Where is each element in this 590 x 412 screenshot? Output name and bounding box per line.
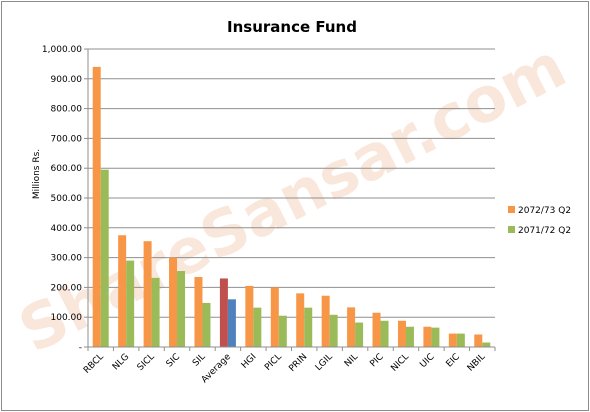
bar-average-series1 [219,278,228,347]
bar-rbcl-series1 [92,66,101,347]
x-tick-label: NICL [389,352,411,374]
y-axis-label: Millions Rs. [32,149,42,199]
bar-pic-series2 [380,320,389,347]
bar-sil-series1 [194,276,203,347]
x-tick-label: RBCL [82,352,106,376]
bar-eic-series2 [456,333,465,347]
bar-sicl-series1 [143,241,152,347]
bar-nlg-series2 [126,260,135,347]
bar-picl-series2 [278,315,287,347]
y-tick-label: - [79,343,82,353]
y-axis-ticks: - 100.00 200.00 300.00 400.00 500.00 600.00 700… [42,45,88,353]
bar-nicl-series1 [397,320,406,347]
bars [92,66,491,347]
bar-uic-series2 [431,327,440,347]
bar-hgi-series1 [245,285,254,347]
bar-picl-series1 [270,287,279,347]
bar-hgi-series2 [253,307,262,347]
y-tick-label: 400.00 [51,224,83,234]
x-tick-label: NBIL [466,352,488,374]
x-tick-label: EIC [445,352,462,369]
bar-lgil-series1 [321,295,330,347]
bar-nbil-series2 [482,342,491,347]
x-tick-label: HGI [240,352,259,371]
bar-sic-series2 [177,271,186,347]
y-tick-label: 200.00 [51,283,83,293]
bar-eic-series1 [448,333,457,347]
x-tick-label: SICL [136,352,157,373]
y-tick-label: 700.00 [51,134,83,144]
bar-nicl-series2 [405,326,414,347]
bar-lgil-series2 [329,314,338,347]
bar-nil-series2 [355,322,364,347]
x-tick-label: LGIL [314,352,335,373]
y-tick-label: 600.00 [51,164,83,174]
bar-nil-series1 [347,307,356,347]
bar-average-series2 [227,299,236,347]
legend-swatch [508,226,515,233]
bar-sic-series1 [169,257,178,347]
axes [87,49,495,348]
legend-label: 2072/73 Q2 [518,206,571,216]
chart-title: Insurance Fund [227,18,357,36]
x-tick-label: PIC [368,352,385,369]
bar-uic-series1 [423,326,432,347]
x-tick-label: SIC [165,352,182,369]
bar-prin-series1 [296,293,305,347]
legend-swatch [508,206,515,213]
bar-rbcl-series2 [100,169,109,347]
y-tick-label: 800.00 [51,105,83,115]
bar-prin-series2 [304,307,313,347]
x-tick-label: PICL [263,352,284,373]
bar-nlg-series1 [118,235,127,347]
bar-sil-series2 [202,302,211,347]
x-tick-label: NIL [343,352,360,369]
bar-sicl-series2 [151,277,160,347]
y-tick-label: 1,000.00 [42,45,82,55]
x-tick-label: UIC [418,352,436,370]
legend: 2072/73 Q2 2071/72 Q2 [508,206,571,236]
y-tick-label: 900.00 [51,75,83,85]
y-tick-label: 300.00 [51,254,83,264]
bar-pic-series1 [372,312,381,347]
legend-label: 2071/72 Q2 [518,226,571,236]
x-tick-label: NLG [111,352,131,372]
x-tick-label: SIL [191,352,208,369]
y-tick-label: 100.00 [51,313,83,323]
bar-nbil-series1 [474,334,483,347]
y-tick-label: 500.00 [51,194,83,204]
x-tick-label: PRIN [287,352,309,374]
